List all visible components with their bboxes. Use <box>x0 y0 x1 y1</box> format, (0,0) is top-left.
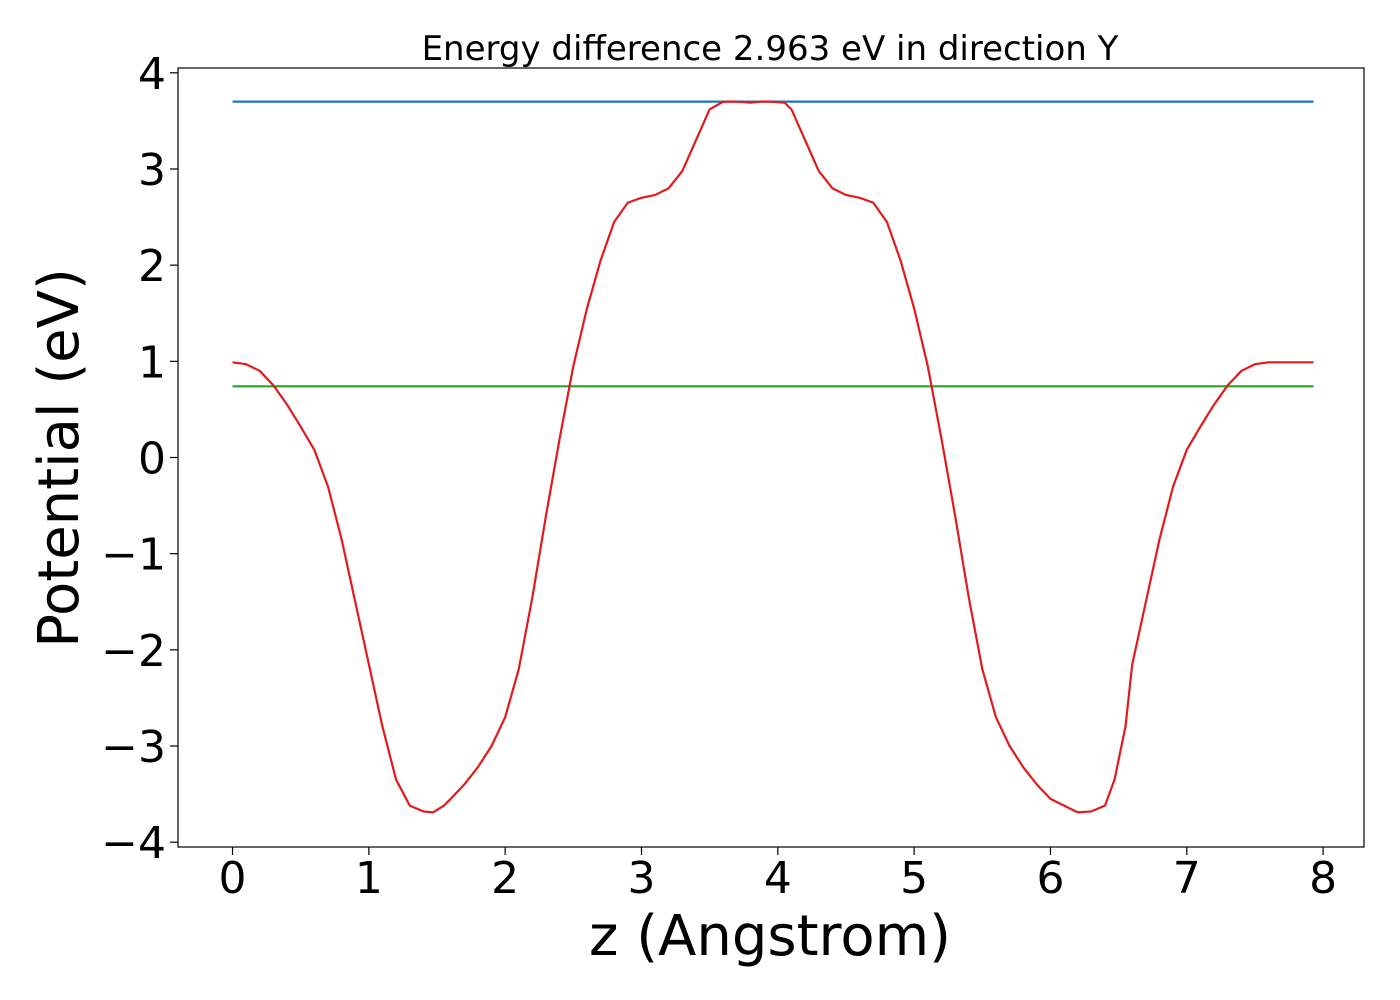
y-tick-label: −1 <box>101 530 166 581</box>
y-tick-label: 4 <box>138 49 166 100</box>
y-tick-label: 3 <box>138 145 166 196</box>
plot-frame <box>177 67 1365 848</box>
series-line-3 <box>232 100 1314 814</box>
y-tick-label: −2 <box>101 626 166 677</box>
x-tick-label: 6 <box>1036 853 1064 904</box>
x-tick-label: 8 <box>1309 853 1337 904</box>
x-axis-label: z (Angstrom) <box>589 904 951 969</box>
y-tick-label: 1 <box>138 337 166 388</box>
x-tick-label: 4 <box>764 853 792 904</box>
y-tick-label: −3 <box>101 722 166 773</box>
x-tick-label: 2 <box>491 853 519 904</box>
x-tick-label: 5 <box>900 853 928 904</box>
x-tick-label: 3 <box>627 853 655 904</box>
x-tick-label: 1 <box>355 853 383 904</box>
chart-title: Energy difference 2.963 eV in direction … <box>422 29 1119 69</box>
x-tick-label: 7 <box>1173 853 1201 904</box>
x-axis: 0 1 2 3 4 5 6 7 8 <box>219 847 1337 904</box>
y-tick-label: 2 <box>138 241 166 292</box>
plot-area <box>232 100 1314 814</box>
y-tick-label: −4 <box>101 818 166 869</box>
y-tick-label: 0 <box>138 434 166 485</box>
x-tick-label: 0 <box>219 853 247 904</box>
y-axis: −4 −3 −2 −1 0 1 2 3 4 <box>101 49 178 869</box>
y-axis-label: Potential (eV) <box>27 268 92 648</box>
